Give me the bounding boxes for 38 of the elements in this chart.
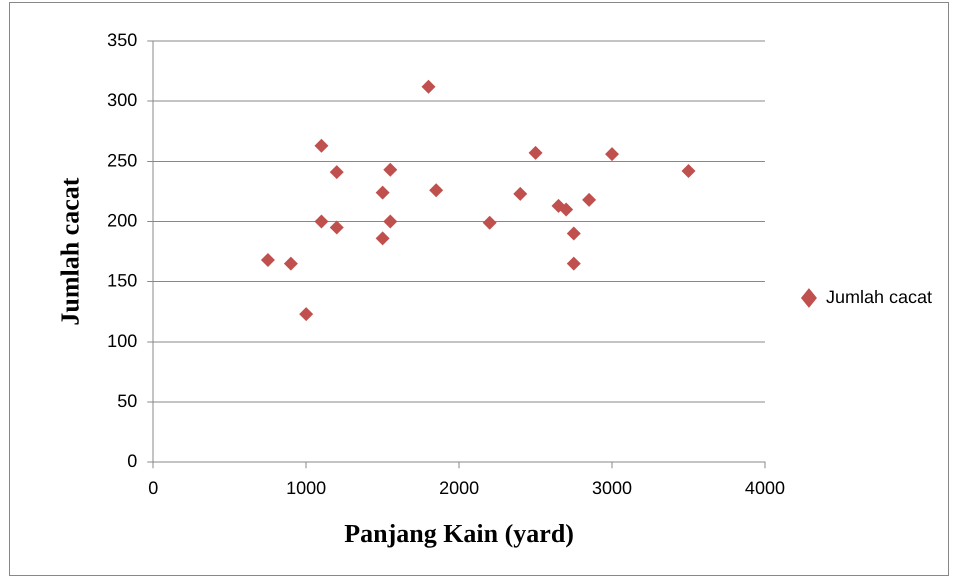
x-tick-label: 0	[148, 478, 158, 498]
x-tick-label: 4000	[744, 478, 785, 498]
point	[284, 256, 298, 271]
point	[681, 164, 696, 178]
point	[582, 192, 596, 207]
x-tick-label: 2000	[439, 478, 480, 498]
y-tick-label: 300	[107, 90, 138, 110]
point	[566, 256, 581, 271]
point	[383, 214, 398, 229]
point	[383, 162, 398, 177]
point	[376, 231, 390, 246]
point	[330, 220, 344, 235]
point	[314, 214, 328, 229]
y-tick-label: 0	[127, 451, 138, 472]
point	[299, 307, 314, 322]
point	[330, 165, 344, 180]
point	[559, 202, 574, 216]
legend-label: Jumlah cacat	[826, 286, 932, 307]
point	[314, 138, 328, 153]
point	[605, 147, 620, 162]
point	[513, 186, 528, 201]
x-tick-label: 3000	[592, 478, 632, 498]
y-tick-label: 100	[107, 330, 138, 351]
x-tick-label: 1000	[286, 478, 326, 498]
point	[260, 253, 275, 268]
point	[376, 186, 390, 200]
y-tick-label: 50	[117, 390, 138, 411]
point	[566, 226, 581, 241]
y-tick-label: 250	[107, 150, 138, 170]
y-tick-label: 200	[107, 210, 138, 230]
y-tick-label: 150	[107, 270, 138, 291]
point	[422, 80, 436, 94]
point	[528, 146, 543, 160]
y-tick-label: 350	[107, 30, 138, 50]
point	[482, 216, 497, 230]
y-axis-title: Jumlah cacat	[55, 177, 84, 326]
point	[429, 183, 444, 198]
x-axis-title: Panjang Kain (yard)	[344, 519, 574, 548]
